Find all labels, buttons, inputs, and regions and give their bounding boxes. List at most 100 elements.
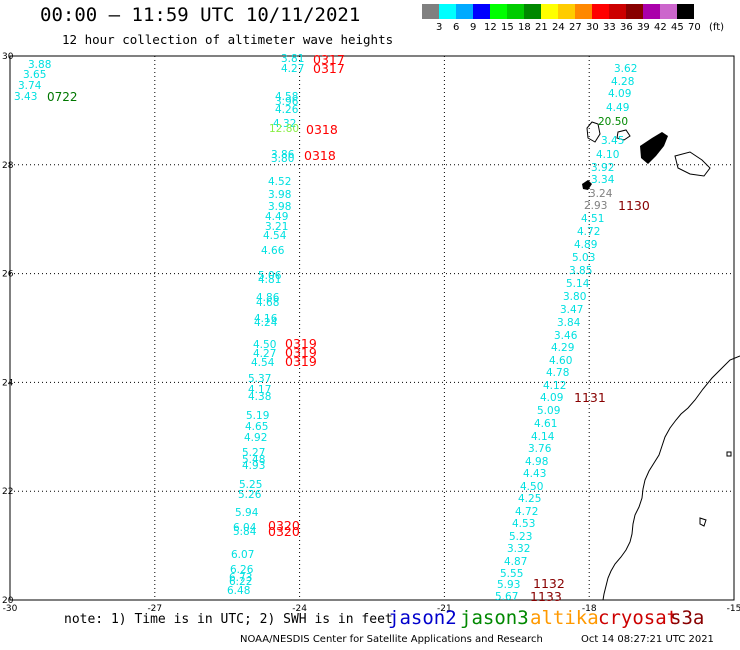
wave-height-label: 4.93 <box>242 460 265 472</box>
pass-time-label: 0317 <box>313 61 345 76</box>
wave-height-label: 3.65 <box>23 69 46 81</box>
wave-height-label: 4.86 <box>256 292 280 304</box>
wave-height-label: 6.73 <box>229 572 252 584</box>
legend-swatch <box>660 4 677 19</box>
legend-swatch <box>490 4 507 19</box>
legend-label: 6 <box>453 22 460 33</box>
legend-swatch <box>541 4 558 19</box>
satellite-jason3: jason3 <box>460 607 529 629</box>
wave-height-label: 4.92 <box>244 432 267 444</box>
legend-swatch <box>456 4 473 19</box>
satellite-cryosat: cryosat <box>598 607 679 629</box>
wave-height-label: 4.10 <box>596 149 619 161</box>
wave-height-label: 4.28 <box>611 76 634 88</box>
legend-swatch <box>558 4 575 19</box>
wave-height-label: 3.96 <box>275 96 299 108</box>
wave-height-label: 4.49 <box>606 102 629 114</box>
island-small-1 <box>699 517 707 527</box>
wave-height-label: 5.14 <box>566 278 590 290</box>
pass-time-label: 0317 <box>313 52 345 67</box>
wave-height-label: 4.65 <box>245 421 268 433</box>
pass-time-label: 1131 <box>574 390 606 405</box>
island-small-2 <box>726 451 732 457</box>
pass-time-label: 1132 <box>533 576 565 591</box>
wave-height-label: 4.14 <box>531 431 555 443</box>
legend-label: 70 <box>688 22 701 33</box>
legend-label: 15 <box>501 22 514 33</box>
wave-height-label: 5.67 <box>495 591 518 603</box>
legend-unit: (ft) <box>709 22 725 33</box>
legend-label: 3 <box>436 22 443 33</box>
pass-time-label: 0319 <box>285 354 317 369</box>
pass-time-label: 0319 <box>285 336 317 351</box>
legend-swatch <box>609 4 626 19</box>
wave-height-label: 4.81 <box>258 274 281 286</box>
coastline <box>582 121 740 601</box>
wave-height-label: 3.46 <box>554 330 578 342</box>
wave-height-label: 3.47 <box>560 304 583 316</box>
wave-height-label: 4.26 <box>275 104 299 116</box>
y-tick-label: 26 <box>2 270 14 280</box>
wave-height-label: 4.51 <box>581 213 604 225</box>
wave-height-label: 5.19 <box>246 410 269 422</box>
wave-height-label: 6.07 <box>231 549 254 561</box>
satellite-s3a: s3a <box>670 607 705 629</box>
y-tick-label: 22 <box>2 487 13 497</box>
legend-swatch <box>524 4 541 19</box>
wave-height-label: 4.60 <box>549 355 572 367</box>
wave-height-label: 5.26 <box>238 489 262 501</box>
legend-label: 33 <box>603 22 616 33</box>
wave-height-label: 5.27 <box>242 447 265 459</box>
legend-label: 36 <box>620 22 633 33</box>
legend-label: 45 <box>671 22 684 33</box>
credit-text: NOAA/NESDIS Center for Satellite Applica… <box>240 634 543 645</box>
wave-height-label: 3.92 <box>591 162 614 174</box>
wave-height-label: 4.52 <box>268 176 291 188</box>
island-tenerife <box>640 132 668 164</box>
wave-height-label: 4.24 <box>254 317 278 329</box>
legend-swatch <box>677 4 694 19</box>
pass-time-label: 0320 <box>268 524 300 539</box>
wave-height-label: 4.58 <box>275 91 298 103</box>
wave-height-label: 4.43 <box>523 468 546 480</box>
legend-swatch <box>473 4 490 19</box>
legend-label: 21 <box>535 22 548 33</box>
y-tick-label: 30 <box>2 52 14 62</box>
wave-height-label: 3.80 <box>271 153 294 165</box>
wave-height-label: 3.32 <box>507 543 530 555</box>
wave-height-label: 5.06 <box>258 270 282 282</box>
wave-height-label: 3.43 <box>14 91 37 103</box>
map-frame <box>9 55 735 601</box>
grid-lines <box>9 55 735 601</box>
wave-height-label: 5.93 <box>497 579 520 591</box>
wave-height-label: 3.76 <box>528 443 552 455</box>
wave-height-label: 4.68 <box>256 297 279 309</box>
legend-swatch <box>592 4 609 19</box>
wave-height-label: 6.22 <box>229 576 252 588</box>
wave-height-label: 3.62 <box>614 63 637 75</box>
wave-height-label: 3.98 <box>268 201 291 213</box>
wave-height-label: 5.55 <box>500 568 523 580</box>
wave-height-label: 3.24 <box>589 188 613 200</box>
wave-height-label: 4.50 <box>520 481 543 493</box>
x-tick-label: -21 <box>437 604 452 614</box>
wave-height-label: 4.29 <box>551 342 574 354</box>
wave-height-label: 4.54 <box>251 357 275 369</box>
map-title: 00:00 – 11:59 UTC 10/11/2021 <box>40 4 361 26</box>
legend-label: 39 <box>637 22 650 33</box>
wave-height-label: 4.61 <box>534 418 557 430</box>
wave-height-label: 4.09 <box>540 392 563 404</box>
wave-height-label: 6.04 <box>233 522 257 534</box>
legend-label: 18 <box>518 22 531 33</box>
wave-height-label: 4.12 <box>543 380 566 392</box>
wave-height-label: 4.49 <box>265 211 288 223</box>
wave-height-label: 20.50 <box>598 116 628 128</box>
wave-height-label: 4.32 <box>273 118 296 130</box>
island-la-gomera <box>616 129 631 141</box>
island-gran-canaria <box>586 121 601 143</box>
wave-height-label: 4.78 <box>546 367 569 379</box>
wave-height-label: 4.27 <box>281 63 304 75</box>
x-tick-label: -15 <box>727 604 740 614</box>
wave-height-label: 5.23 <box>509 531 532 543</box>
